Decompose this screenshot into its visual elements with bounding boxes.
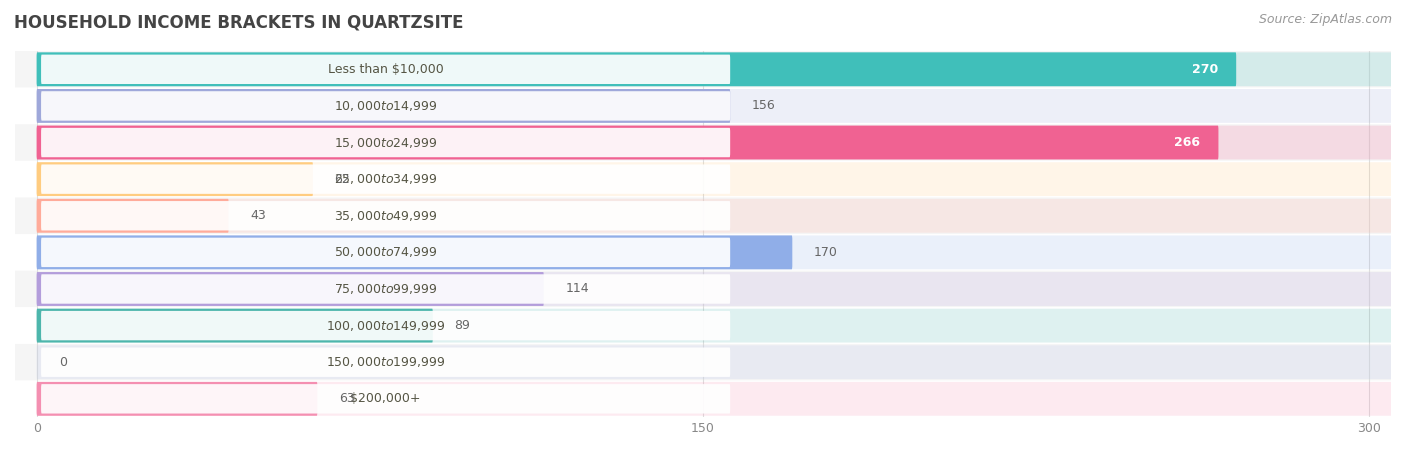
FancyBboxPatch shape — [37, 199, 1392, 233]
Text: $200,000+: $200,000+ — [350, 392, 420, 405]
FancyBboxPatch shape — [37, 309, 433, 342]
FancyBboxPatch shape — [41, 311, 730, 340]
FancyBboxPatch shape — [37, 89, 730, 123]
Text: $15,000 to $24,999: $15,000 to $24,999 — [333, 135, 437, 149]
FancyBboxPatch shape — [37, 52, 1392, 86]
Text: 266: 266 — [1174, 136, 1201, 149]
Text: 43: 43 — [250, 209, 266, 222]
Text: 0: 0 — [59, 356, 67, 369]
FancyBboxPatch shape — [41, 164, 730, 194]
FancyBboxPatch shape — [15, 307, 1391, 344]
FancyBboxPatch shape — [37, 199, 229, 233]
FancyBboxPatch shape — [41, 54, 730, 84]
FancyBboxPatch shape — [41, 384, 730, 414]
Text: $25,000 to $34,999: $25,000 to $34,999 — [333, 172, 437, 186]
FancyBboxPatch shape — [15, 51, 1391, 88]
FancyBboxPatch shape — [41, 238, 730, 267]
FancyBboxPatch shape — [37, 382, 318, 416]
Text: $75,000 to $99,999: $75,000 to $99,999 — [333, 282, 437, 296]
FancyBboxPatch shape — [37, 52, 1236, 86]
Text: $50,000 to $74,999: $50,000 to $74,999 — [333, 245, 437, 259]
Text: Source: ZipAtlas.com: Source: ZipAtlas.com — [1258, 14, 1392, 27]
Text: HOUSEHOLD INCOME BRACKETS IN QUARTZSITE: HOUSEHOLD INCOME BRACKETS IN QUARTZSITE — [14, 14, 464, 32]
FancyBboxPatch shape — [37, 126, 1392, 159]
FancyBboxPatch shape — [15, 124, 1391, 161]
Text: $35,000 to $49,999: $35,000 to $49,999 — [333, 209, 437, 223]
FancyBboxPatch shape — [41, 201, 730, 230]
Text: 270: 270 — [1192, 63, 1218, 76]
FancyBboxPatch shape — [15, 271, 1391, 307]
Text: Less than $10,000: Less than $10,000 — [328, 63, 443, 76]
FancyBboxPatch shape — [37, 235, 1392, 269]
Text: 170: 170 — [814, 246, 838, 259]
FancyBboxPatch shape — [15, 88, 1391, 124]
FancyBboxPatch shape — [41, 274, 730, 304]
FancyBboxPatch shape — [37, 272, 1392, 306]
FancyBboxPatch shape — [37, 309, 1392, 342]
FancyBboxPatch shape — [41, 128, 730, 157]
FancyBboxPatch shape — [15, 381, 1391, 417]
FancyBboxPatch shape — [15, 198, 1391, 234]
FancyBboxPatch shape — [37, 382, 1392, 416]
FancyBboxPatch shape — [15, 161, 1391, 198]
FancyBboxPatch shape — [15, 234, 1391, 271]
FancyBboxPatch shape — [37, 89, 1392, 123]
Text: 63: 63 — [339, 392, 354, 405]
FancyBboxPatch shape — [37, 126, 1219, 159]
FancyBboxPatch shape — [37, 272, 544, 306]
Text: 62: 62 — [335, 173, 350, 186]
FancyBboxPatch shape — [15, 344, 1391, 381]
Text: $10,000 to $14,999: $10,000 to $14,999 — [333, 99, 437, 113]
Text: $150,000 to $199,999: $150,000 to $199,999 — [326, 355, 446, 369]
Text: $100,000 to $149,999: $100,000 to $149,999 — [326, 319, 446, 333]
Text: 156: 156 — [752, 99, 776, 112]
FancyBboxPatch shape — [37, 235, 793, 269]
FancyBboxPatch shape — [37, 345, 1392, 379]
FancyBboxPatch shape — [41, 91, 730, 121]
Text: 114: 114 — [565, 283, 589, 296]
FancyBboxPatch shape — [37, 162, 1392, 196]
FancyBboxPatch shape — [37, 162, 314, 196]
FancyBboxPatch shape — [41, 347, 730, 377]
Text: 89: 89 — [454, 319, 471, 332]
